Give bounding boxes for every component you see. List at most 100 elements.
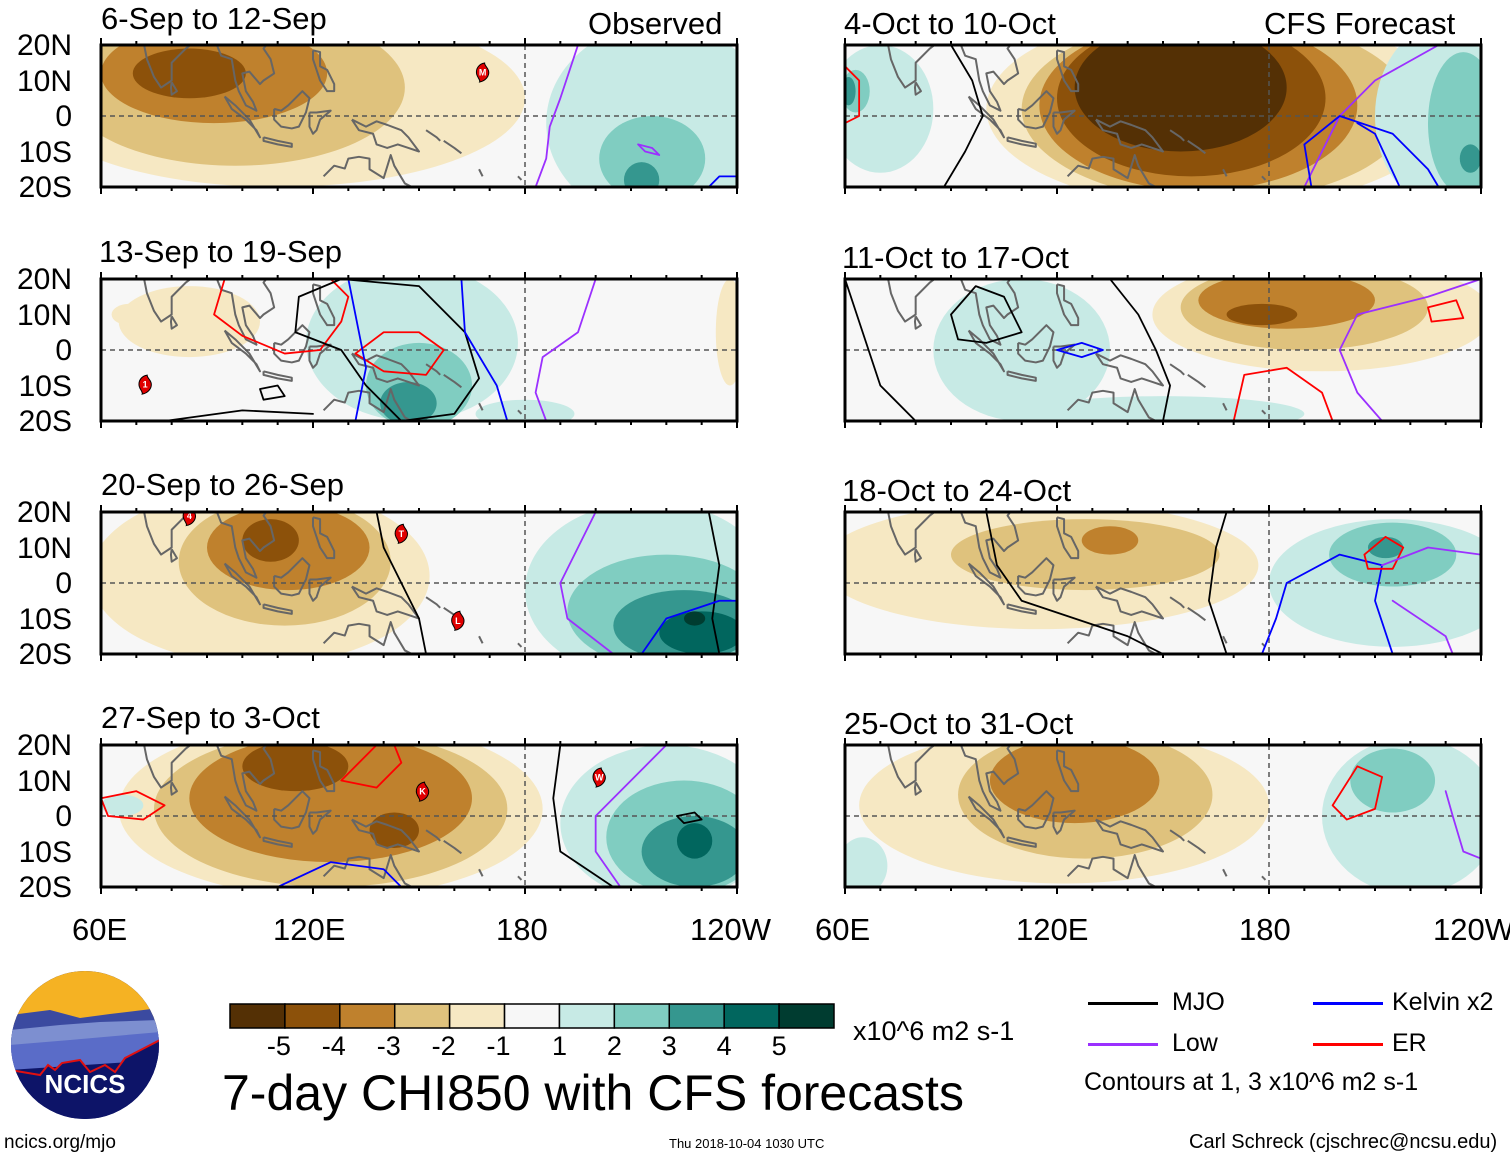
legend-low-line xyxy=(1088,1043,1158,1046)
coastline xyxy=(308,109,332,135)
ncics-logo: NCICS xyxy=(11,971,159,1119)
coastline xyxy=(1169,596,1185,609)
anomaly-region xyxy=(1428,52,1481,187)
colorbar-swatch xyxy=(448,1003,506,1029)
coastline xyxy=(1187,374,1207,389)
anomaly-region xyxy=(475,399,575,421)
coastline xyxy=(169,315,178,330)
contour-kelvin xyxy=(1356,122,1401,187)
y-label: 20N xyxy=(16,729,72,762)
colorbar-tick: -5 xyxy=(266,1031,291,1061)
panel-title: 18-Oct to 24-Oct xyxy=(842,473,1072,508)
coastline xyxy=(1187,840,1207,855)
coastline xyxy=(959,45,1020,112)
contour-low xyxy=(559,512,615,654)
colorbar-tick: 1 xyxy=(551,1031,567,1061)
colorbar-tick: 2 xyxy=(606,1031,622,1061)
coastline xyxy=(1056,49,1080,93)
coastline xyxy=(517,175,523,181)
map-panel: KW xyxy=(99,738,739,894)
contour-kelvin xyxy=(707,175,737,187)
coastline xyxy=(1095,585,1164,620)
colorbar-swatch xyxy=(778,1003,835,1029)
x-label: 120W xyxy=(690,912,771,947)
coastline xyxy=(1006,370,1037,382)
y-label: 20S xyxy=(18,171,72,204)
contour-note: Contours at 1, 3 x10^6 m2 s-1 xyxy=(1084,1068,1419,1096)
y-label: 10N xyxy=(16,64,72,98)
coastline xyxy=(1169,129,1185,142)
contour-mjo xyxy=(1109,279,1171,421)
coastline xyxy=(1187,607,1207,622)
coastline xyxy=(215,45,276,112)
colorbar-swatch xyxy=(723,1003,780,1029)
contour-low xyxy=(1444,790,1481,860)
contour-er xyxy=(213,279,350,355)
contour-kelvin xyxy=(347,279,367,421)
coastline xyxy=(1187,140,1207,155)
contour-mjo xyxy=(845,279,917,421)
coastline xyxy=(1056,283,1080,327)
colorbar-tick: 5 xyxy=(771,1031,787,1061)
coastline xyxy=(1017,557,1055,597)
coastline xyxy=(425,829,441,842)
coastline xyxy=(312,516,336,560)
coastline xyxy=(1222,635,1228,644)
coastline xyxy=(1006,603,1037,615)
legend-er-label: ER xyxy=(1392,1029,1427,1057)
coastline xyxy=(223,562,261,606)
storm-label: T xyxy=(399,529,405,539)
coastline xyxy=(169,781,178,796)
x-label: 120E xyxy=(1016,912,1089,947)
contour-er xyxy=(101,790,166,821)
coastline xyxy=(478,168,484,177)
coastline xyxy=(959,279,1020,346)
coastline xyxy=(143,745,193,789)
coastline xyxy=(308,576,332,602)
coastline xyxy=(967,95,1005,139)
coastline xyxy=(1006,136,1037,148)
tropical-cyclone-icon: K xyxy=(415,781,430,802)
anomaly-region xyxy=(684,611,706,626)
tropical-cyclone-icon: T xyxy=(394,523,408,544)
contour-low xyxy=(1391,599,1454,654)
site-url: ncics.org/mjo xyxy=(4,1132,116,1153)
y-label: 10S xyxy=(18,835,72,869)
coastline xyxy=(1261,875,1267,881)
coastline xyxy=(1052,576,1076,602)
coastline xyxy=(215,279,276,346)
contour-mjo xyxy=(943,45,984,187)
anomaly-region xyxy=(111,303,147,326)
contour-kelvin xyxy=(1261,553,1394,654)
coastline xyxy=(322,388,413,421)
tropical-cyclone-icon: L xyxy=(451,610,465,631)
coastline xyxy=(967,562,1005,606)
x-label: 120E xyxy=(273,912,346,947)
colorbar-units: x10^6 m2 s-1 xyxy=(853,1016,1015,1046)
coastline xyxy=(913,781,922,796)
x-label: 120W xyxy=(1433,912,1510,947)
map-panel xyxy=(843,272,1483,428)
storm-label: W xyxy=(595,772,604,782)
contour-mjo xyxy=(950,285,1023,344)
coastline xyxy=(262,370,293,382)
contour-kelvin xyxy=(460,279,509,421)
anomaly-region xyxy=(989,745,1160,824)
colorbar-tick: -1 xyxy=(486,1031,511,1061)
contour-er xyxy=(354,331,445,376)
anomaly-region xyxy=(1074,45,1287,152)
coastline xyxy=(351,352,420,387)
panel-title: 6-Sep to 12-Sep xyxy=(101,1,327,36)
coastline xyxy=(517,409,523,415)
storm-label: K xyxy=(419,787,426,797)
coastline xyxy=(887,512,937,556)
coastline xyxy=(262,136,293,148)
coastline xyxy=(223,95,261,139)
coastline xyxy=(959,745,1020,812)
contour-low xyxy=(1381,546,1481,567)
contour-mjo xyxy=(1208,512,1228,654)
coastline xyxy=(1095,352,1164,387)
coastline xyxy=(273,90,311,130)
coastline xyxy=(322,154,413,187)
